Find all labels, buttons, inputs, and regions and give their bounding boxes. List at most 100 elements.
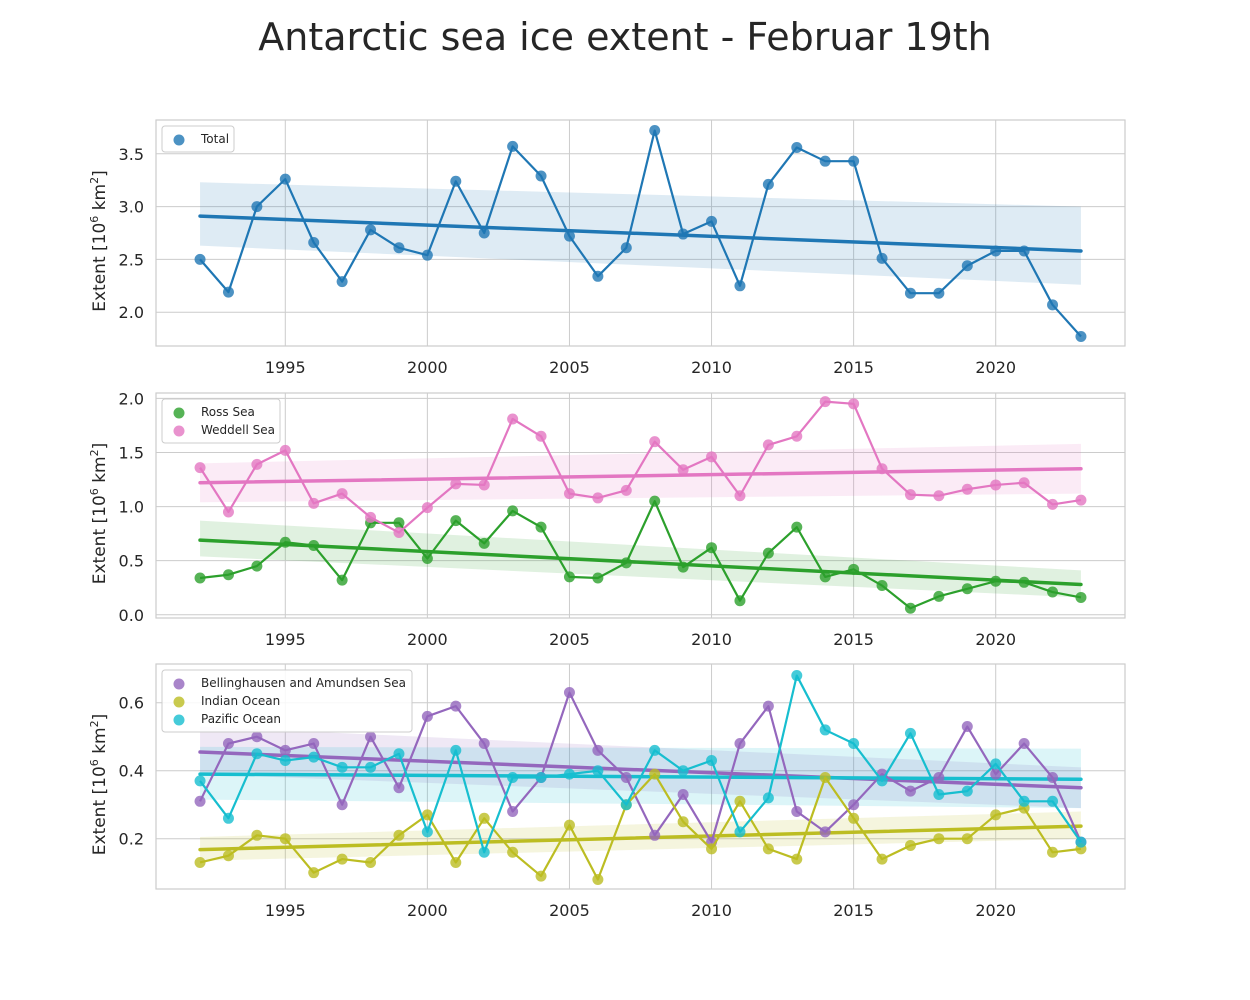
- data-point: [904, 727, 916, 739]
- data-point: [393, 517, 405, 529]
- data-point: [933, 789, 945, 801]
- data-point: [222, 569, 234, 581]
- data-point: [791, 853, 803, 865]
- data-point: [393, 829, 405, 841]
- x-tick-label: 1995: [265, 358, 306, 377]
- data-point: [421, 502, 433, 514]
- data-point: [677, 789, 689, 801]
- data-point: [563, 819, 575, 831]
- y-tick-label: 0.2: [119, 830, 144, 849]
- data-point: [308, 738, 320, 750]
- data-point: [336, 276, 348, 288]
- data-point: [478, 537, 490, 549]
- trend-line: [198, 538, 1083, 587]
- data-point: [308, 237, 320, 249]
- data-point: [819, 155, 831, 167]
- data-point: [507, 846, 519, 858]
- data-point: [990, 809, 1002, 821]
- data-point: [450, 700, 462, 712]
- data-point: [222, 506, 234, 518]
- data-point: [706, 542, 718, 554]
- data-point: [620, 772, 632, 784]
- axes-frame: [155, 663, 1126, 890]
- data-point: [308, 540, 320, 552]
- data-point: [194, 856, 206, 868]
- data-point: [308, 867, 320, 879]
- data-point: [961, 260, 973, 272]
- data-point: [535, 521, 547, 533]
- data-point: [365, 856, 377, 868]
- data-point: [535, 772, 547, 784]
- confidence-band: [200, 726, 1081, 809]
- x-tick-label: 2000: [407, 358, 448, 377]
- data-point: [450, 175, 462, 187]
- data-point: [1047, 846, 1059, 858]
- data-point: [819, 724, 831, 736]
- data-point: [194, 253, 206, 265]
- data-point: [336, 853, 348, 865]
- trend-line: [198, 824, 1083, 852]
- data-point: [194, 795, 206, 807]
- data-point: [1018, 477, 1030, 489]
- data-point: [336, 574, 348, 586]
- legend-marker: [173, 425, 185, 437]
- data-point: [649, 829, 661, 841]
- data-point: [535, 170, 547, 182]
- data-point: [791, 521, 803, 533]
- data-point: [848, 812, 860, 824]
- data-point: [365, 761, 377, 773]
- y-axis-label: Extent [106 km2]: [88, 714, 110, 856]
- data-point: [279, 536, 291, 548]
- data-point: [1047, 586, 1059, 598]
- data-point: [734, 826, 746, 838]
- data-point: [535, 430, 547, 442]
- x-tick-label: 2015: [833, 901, 874, 920]
- data-point: [677, 816, 689, 828]
- data-point: [478, 227, 490, 239]
- data-point: [507, 140, 519, 152]
- y-tick-label: 2.5: [119, 250, 144, 269]
- data-point: [734, 490, 746, 502]
- data-point: [734, 738, 746, 750]
- data-point: [620, 557, 632, 569]
- legend-label: Pazific Ocean: [201, 712, 281, 726]
- x-tick-label: 2015: [833, 358, 874, 377]
- data-point: [620, 799, 632, 811]
- y-tick-label: 2.0: [119, 303, 144, 322]
- x-tick-label: 2000: [407, 630, 448, 649]
- data-point: [1047, 795, 1059, 807]
- data-point: [222, 738, 234, 750]
- data-point: [563, 687, 575, 699]
- data-point: [563, 230, 575, 242]
- data-point: [365, 224, 377, 236]
- data-point: [933, 490, 945, 502]
- data-point: [848, 155, 860, 167]
- data-point: [762, 547, 774, 559]
- data-point: [1018, 795, 1030, 807]
- data-point: [421, 710, 433, 722]
- data-point: [649, 125, 661, 137]
- data-point: [819, 571, 831, 583]
- legend-label: Total: [200, 132, 229, 146]
- data-point: [563, 768, 575, 780]
- data-point: [848, 398, 860, 410]
- data-point: [762, 439, 774, 451]
- data-point: [251, 201, 263, 213]
- data-point: [507, 505, 519, 517]
- legend-marker: [173, 714, 185, 726]
- y-tick-label: 1.0: [119, 498, 144, 517]
- data-point: [1018, 245, 1030, 257]
- data-point: [762, 700, 774, 712]
- data-point: [1047, 772, 1059, 784]
- data-point: [251, 748, 263, 760]
- legend-label: Weddell Sea: [201, 423, 275, 437]
- data-point: [677, 464, 689, 476]
- data-point: [904, 785, 916, 797]
- data-point: [592, 765, 604, 777]
- data-point: [706, 755, 718, 767]
- x-tick-label: 2010: [691, 358, 732, 377]
- data-point: [507, 413, 519, 425]
- data-point: [961, 833, 973, 845]
- data-point: [620, 484, 632, 496]
- confidence-band: [200, 443, 1081, 503]
